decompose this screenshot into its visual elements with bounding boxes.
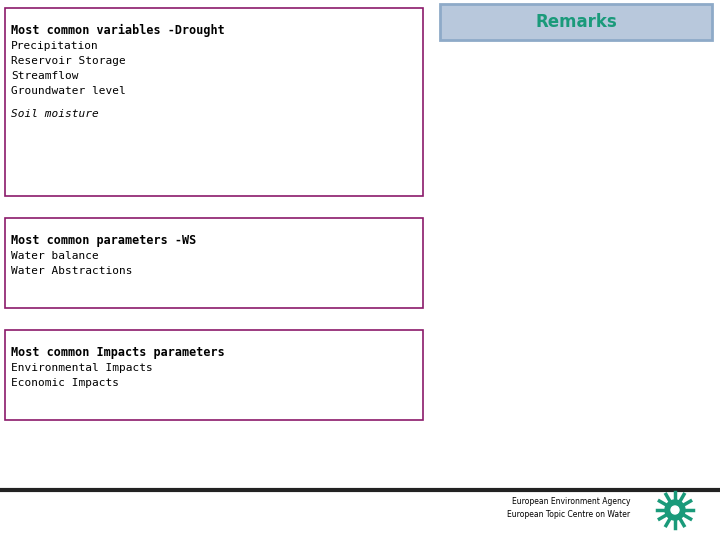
Text: Soil moisture: Soil moisture (11, 109, 99, 119)
Bar (440, 4, 712, 40)
Text: Remarks: Remarks (535, 13, 617, 31)
Text: Economic Impacts: Economic Impacts (11, 378, 119, 388)
Text: Water Abstractions: Water Abstractions (11, 266, 132, 276)
Bar (5, 218, 423, 308)
Text: Streamflow: Streamflow (11, 71, 78, 81)
Text: Precipitation: Precipitation (11, 41, 99, 51)
Text: Environmental Impacts: Environmental Impacts (11, 363, 153, 373)
Circle shape (671, 506, 679, 514)
Circle shape (665, 500, 685, 520)
Text: Water balance: Water balance (11, 251, 99, 261)
Text: Most common variables -Drought: Most common variables -Drought (11, 24, 225, 37)
Text: Groundwater level: Groundwater level (11, 86, 126, 96)
Bar (5, 8, 423, 196)
Text: Most common parameters -WS: Most common parameters -WS (11, 234, 197, 247)
Text: Reservoir Storage: Reservoir Storage (11, 56, 126, 66)
Bar (5, 330, 423, 420)
Text: European Topic Centre on Water: European Topic Centre on Water (507, 510, 630, 519)
Text: Most common Impacts parameters: Most common Impacts parameters (11, 346, 225, 359)
Text: European Environment Agency: European Environment Agency (511, 497, 630, 506)
